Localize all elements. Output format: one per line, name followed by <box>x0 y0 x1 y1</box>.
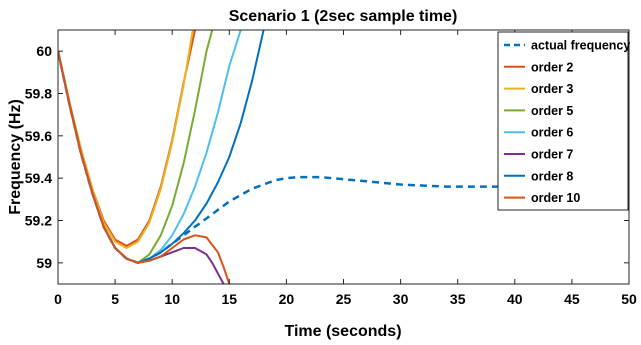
x-ticks: 0 5 10 15 20 25 30 35 40 45 50 <box>54 30 637 307</box>
chart-title: Scenario 1 (2sec sample time) <box>229 8 458 25</box>
legend-label-1: order 2 <box>531 60 573 74</box>
x-tick-label: 20 <box>279 291 295 307</box>
y-tick-label: 59.8 <box>25 86 52 102</box>
y-tick-label: 59.6 <box>25 128 52 144</box>
x-tick-label: 45 <box>564 291 580 307</box>
legend-label-2: order 3 <box>531 82 573 96</box>
y-tick-label: 59.2 <box>25 213 52 229</box>
y-axis-label: Frequency (Hz) <box>7 99 24 215</box>
x-axis-label: Time (seconds) <box>284 323 401 340</box>
x-tick-label: 25 <box>336 291 352 307</box>
series-layer <box>58 30 550 284</box>
y-tick-label: 60 <box>36 43 52 59</box>
legend-label-7: order 10 <box>531 191 580 205</box>
x-tick-label: 35 <box>450 291 466 307</box>
x-tick-label: 10 <box>164 291 180 307</box>
legend-label-4: order 6 <box>531 126 573 140</box>
legend-label-5: order 7 <box>531 148 573 162</box>
y-tick-label: 59.4 <box>25 170 52 186</box>
legend: actual frequency order 2 order 3 order 5 ord… <box>497 31 630 211</box>
legend-label-6: order 8 <box>531 169 573 183</box>
series-line-2 <box>58 30 194 249</box>
y-ticks: 59 59.2 59.4 59.6 59.8 60 <box>25 43 629 271</box>
series-line-7 <box>58 50 231 284</box>
legend-label-3: order 5 <box>531 104 573 118</box>
y-tick-label: 59 <box>36 255 52 271</box>
x-tick-label: 50 <box>621 291 637 307</box>
x-tick-label: 5 <box>111 291 119 307</box>
x-tick-label: 40 <box>507 291 523 307</box>
x-tick-label: 30 <box>393 291 409 307</box>
legend-box <box>497 31 629 211</box>
x-tick-label: 0 <box>54 291 62 307</box>
x-tick-label: 15 <box>222 291 238 307</box>
legend-label-0: actual frequency <box>531 39 630 53</box>
